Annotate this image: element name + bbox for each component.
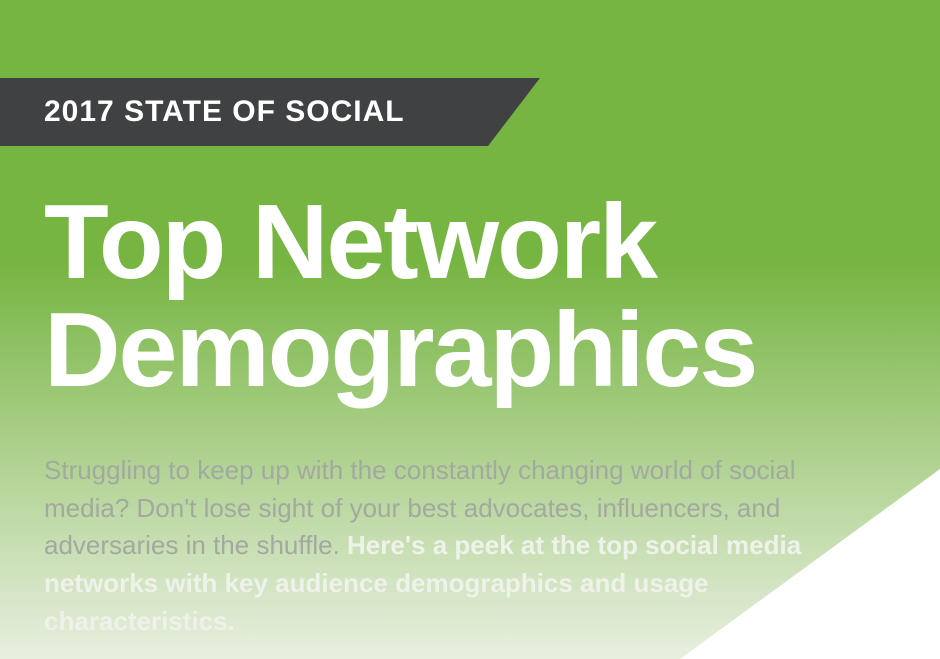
- main-headline: Top Network Demographics: [44, 188, 900, 404]
- eyebrow-banner: 2017 STATE OF SOCIAL: [0, 78, 540, 146]
- infographic-canvas: 2017 STATE OF SOCIAL Top Network Demogra…: [0, 0, 940, 659]
- eyebrow-text: 2017 STATE OF SOCIAL: [44, 95, 405, 129]
- intro-paragraph: Struggling to keep up with the constantl…: [44, 452, 804, 640]
